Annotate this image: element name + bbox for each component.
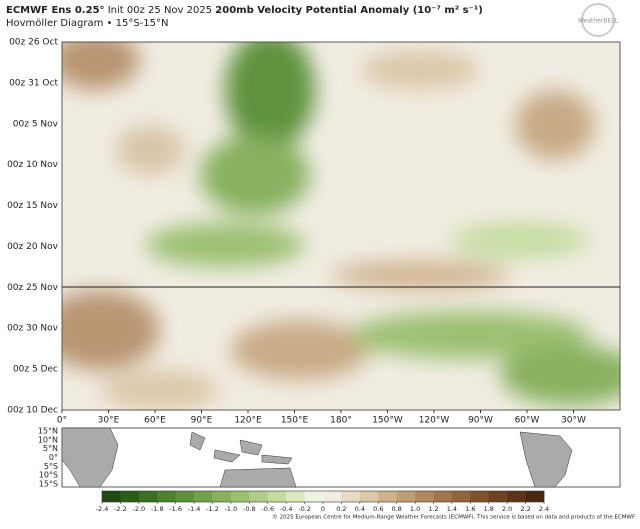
y-tick-label: 00z 26 Oct: [9, 38, 58, 48]
x-tick-label: 90°W: [468, 416, 493, 426]
colorbar-bin: [102, 491, 121, 502]
colorbar-bin: [359, 491, 379, 502]
y-tick-label: 00z 15 Nov: [7, 201, 59, 211]
lat-label: 10°N: [38, 435, 58, 444]
credit: © 2025 European Centre for Medium-Range …: [272, 514, 636, 521]
colorbar-tick-label: 0: [321, 505, 325, 513]
lat-label: 10°S: [39, 471, 58, 480]
variable: 200mb Velocity Potential Anomaly (10⁻⁷ m…: [215, 5, 483, 16]
colorbar-bin: [230, 491, 250, 502]
colorbar-tick-label: -2.4: [96, 505, 109, 513]
colorbar-tick-label: -1.0: [225, 505, 238, 513]
colorbar-tick-label: 0.2: [336, 505, 346, 513]
colorbar-tick-label: 1.4: [447, 505, 457, 513]
y-tick-label: 00z 10 Dec: [7, 406, 58, 416]
x-tick-label: 0°: [57, 416, 67, 426]
lat-label: 15°S: [39, 480, 58, 489]
x-tick-label: 150°W: [372, 416, 403, 426]
colorbar-tick-label: 0.6: [373, 505, 383, 513]
x-tick-label: 60°W: [515, 416, 540, 426]
colorbar-tick-label: -0.6: [261, 505, 274, 513]
colorbar-bin: [286, 491, 305, 502]
colorbar-bin: [138, 491, 158, 502]
x-tick-label: 120°E: [234, 416, 262, 426]
colorbar-bin: [415, 491, 434, 502]
x-tick-label: 60°E: [144, 416, 166, 426]
colorbar-bin: [525, 491, 545, 502]
lat-label: 5°S: [44, 462, 58, 471]
model: ECMWF Ens 0.25°: [6, 5, 105, 16]
colorbar-bin: [194, 491, 213, 502]
colorbar-bin: [396, 491, 416, 502]
y-tick-label: 00z 5 Dec: [13, 365, 58, 375]
lat-label: 5°N: [43, 444, 58, 453]
colorbar-tick-label: 2.4: [539, 505, 549, 513]
colorbar-bin: [304, 491, 324, 502]
colorbar-bin: [323, 491, 342, 502]
init: Init 00z 25 Nov 2025: [108, 5, 212, 16]
colorbar-bin: [212, 491, 232, 502]
y-tick-label: 00z 25 Nov: [7, 283, 59, 293]
colorbar-tick-label: -1.8: [151, 505, 164, 513]
colorbar-bin: [451, 491, 471, 502]
colorbar-tick-label: -2.2: [114, 505, 127, 513]
colorbar-bin: [507, 491, 526, 502]
colorbar-tick-label: 1.6: [465, 505, 475, 513]
x-tick-label: 30°E: [98, 416, 120, 426]
colorbar-tick-label: 2.2: [520, 505, 530, 513]
field: [62, 42, 620, 410]
lat-label: 0°: [49, 453, 58, 462]
colorbar-tick-label: 0.4: [355, 505, 365, 513]
colorbar-tick-label: -1.2: [206, 505, 219, 513]
colorbar-tick-label: 1.2: [428, 505, 438, 513]
y-tick-label: 00z 30 Nov: [7, 324, 59, 334]
map: [61, 427, 621, 488]
colorbar-tick-label: 2.0: [502, 505, 512, 513]
colorbar-tick-label: 0.8: [391, 505, 401, 513]
y-tick-label: 00z 5 Nov: [13, 119, 59, 129]
colorbar-bin: [470, 491, 490, 502]
y-tick-label: 00z 20 Nov: [7, 242, 59, 252]
x-tick-label: 90°E: [191, 416, 213, 426]
colorbar-tick-label: 1.8: [484, 505, 494, 513]
colorbar-bin: [433, 491, 453, 502]
colorbar-bin: [488, 491, 508, 502]
y-tick-label: 00z 10 Nov: [7, 160, 59, 170]
colorbar-tick-label: -0.2: [298, 505, 311, 513]
colorbar-bin: [175, 491, 195, 502]
logo: WeatherBELL: [578, 3, 619, 37]
colorbar-tick-label: -1.6: [169, 505, 182, 513]
colorbar-bin: [249, 491, 269, 502]
colorbar-tick-label: -1.4: [188, 505, 201, 513]
colorbar-bin: [341, 491, 361, 502]
x-tick-label: 30°W: [561, 416, 586, 426]
colorbar-tick-label: -0.8: [243, 505, 256, 513]
colorbar-tick-label: -2.0: [132, 505, 145, 513]
logo-text: WeatherBELL: [578, 18, 619, 25]
colorbar-tick-label: -0.4: [280, 505, 293, 513]
colorbar-tick-label: 1.0: [410, 505, 420, 513]
x-tick-label: 120°W: [419, 416, 450, 426]
lat-label: 15°N: [38, 427, 58, 436]
x-tick-label: 180°: [330, 416, 352, 426]
title: ECMWF Ens 0.25° Init 00z 25 Nov 2025 200…: [6, 5, 483, 16]
colorbar-bin: [120, 491, 140, 502]
colorbar-bin: [267, 491, 287, 502]
y-tick-label: 00z 31 Oct: [9, 78, 58, 88]
colorbar-bin: [157, 491, 176, 502]
colorbar-bin: [378, 491, 397, 502]
subtitle: Hovmöller Diagram • 15°S-15°N: [6, 18, 169, 29]
x-tick-label: 150°E: [281, 416, 309, 426]
